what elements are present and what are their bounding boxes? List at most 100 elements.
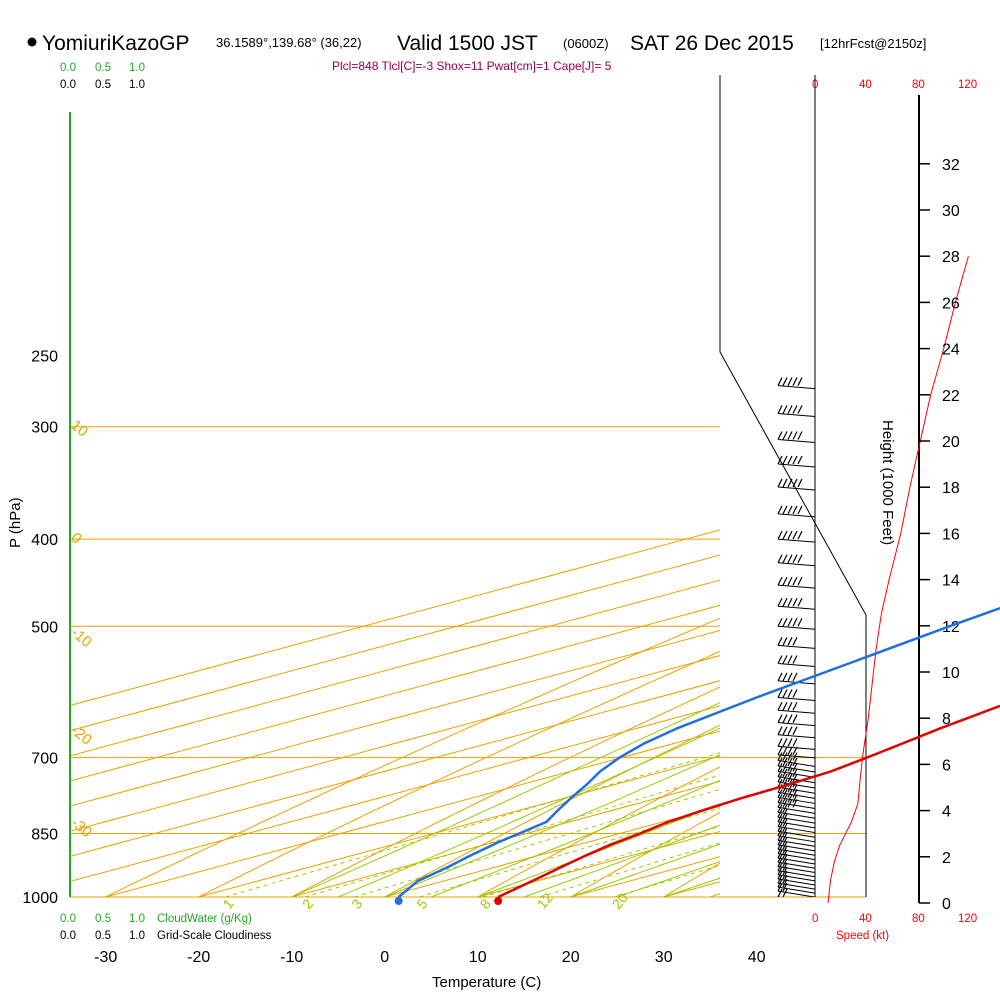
wind-barb-flag [777,377,783,386]
wind-barb-shaft [777,811,816,819]
wind-panel-outline [719,75,867,897]
moist-adiabat [384,754,720,897]
p-tick-label: 300 [31,420,58,437]
wind-barb-flag [777,752,783,761]
wind-barb-shaft [777,709,816,714]
wind-barb-flag [792,655,798,664]
wind-barb-flag [792,405,798,414]
height-tick-label: 0 [942,896,951,913]
cloudiness-tick: 0.0 [60,79,76,91]
wind-barb-flag [777,702,783,711]
wind-barb-shaft [777,870,816,878]
height-tick-label: 10 [942,665,960,682]
wind-barb-flag [787,478,793,488]
wind-barb-flag [787,455,793,465]
x-tick-label: -30 [94,949,117,966]
cloud-water-scale-top: 0.0 0.5 1.0 [60,62,145,74]
wind-barb-shaft [777,848,816,856]
wind-barb-flag [777,672,783,682]
cloud-water-label: CloudWater (g/Kg) [157,913,252,925]
wind-barb [777,702,816,714]
dry-adiabat [198,650,720,897]
wind-barb-flag [782,702,788,711]
wind-barb-shaft [777,754,816,759]
isotherm [105,730,720,897]
wind-barb-flag [782,405,788,414]
height-tick-label: 16 [942,526,960,543]
wind-barb-shaft [777,734,816,739]
wind-barb-flag [787,746,793,756]
wind-barb-shaft [777,844,816,852]
wind-barb-shaft [777,412,816,417]
wind-barb-flag [792,768,798,778]
wind-barb-shaft [777,821,816,829]
p-tick-label: 700 [31,751,58,768]
wind-barbs [777,377,816,897]
p-tick-label: 1000 [22,890,58,907]
wind-barb-flag [777,726,783,735]
wind-barb-flag [787,530,793,540]
wind-barb-flag [787,794,793,803]
wind-barb-flag [782,752,788,761]
speed-axis-label: Speed (kt) [836,930,889,942]
wind-barb [777,794,816,809]
wind-barb-flag [787,597,793,607]
wind-barb-shaft [777,562,816,567]
surface-dewpoint-marker [394,897,403,905]
moist-adiabat [477,803,720,897]
wind-barb-shaft [777,463,816,468]
mixing-ratio-line [419,807,720,897]
wind-barb-flag [792,672,798,682]
cloud-water-tick: 0.5 [95,62,111,74]
wind-barb-flag [777,637,783,646]
wind-barb-flag [782,597,788,607]
station-name: YomiuriKazoGP [42,32,189,55]
wind-barb-flag [782,841,788,850]
wind-barb-flag [782,505,788,515]
wind-barb-flag [792,617,798,627]
wind-barb-flag [777,778,783,788]
wind-barb-flag [792,377,798,386]
wind-barb-flag [787,738,793,747]
wind-barb-flag [777,714,783,723]
isotherm [70,529,720,707]
wind-barb-flag [777,655,783,664]
wind-speed-curve [827,256,969,904]
wind-barb-flag [777,478,783,488]
wind-barb [777,377,816,390]
wind-barb-shaft [777,759,816,767]
height-tick-label: 14 [942,573,960,590]
wind-barb-flag [792,431,798,440]
y-axis-label: P (hPa) [7,497,24,548]
p-tick-label: 500 [31,619,58,636]
speed-tick: 0 [812,913,818,925]
wind-barb-flag [797,576,803,586]
mixing-ratio-line [539,842,720,897]
wind-barb-flag [782,455,788,465]
wind-barb-shaft [777,830,816,838]
mixing-ratio-label: 1 [219,896,236,912]
wind-barb-flag [782,827,788,837]
wind-barb [777,888,788,897]
p-tick-label: 850 [31,827,58,844]
wind-barb-flag [777,738,783,747]
wind-barb-flag [777,455,783,465]
wind-barb-flag [792,576,798,586]
cloudiness-tick: 1.0 [129,930,145,942]
wind-barb-flag [782,655,788,664]
wind-barb-flag [787,637,793,646]
wind-barb-shaft [777,513,816,518]
stability-indices: Plcl=848 Tlcl[C]=-3 Shox=11 Pwat[cm]=1 C… [332,59,612,73]
wind-barb-flag [782,714,788,723]
wind-barb-flag [787,655,793,664]
dry-adiabat [570,811,720,897]
wind-barb-flag [777,773,783,783]
wind-barb-shaft [777,874,816,882]
x-tick-label: 0 [380,949,389,966]
wind-barb-flag [792,505,798,515]
wind-barb-shaft [777,745,816,750]
wind-barb-shaft [777,866,816,874]
wind-barb-shaft [777,722,816,727]
wind-barb-flag [787,377,793,386]
